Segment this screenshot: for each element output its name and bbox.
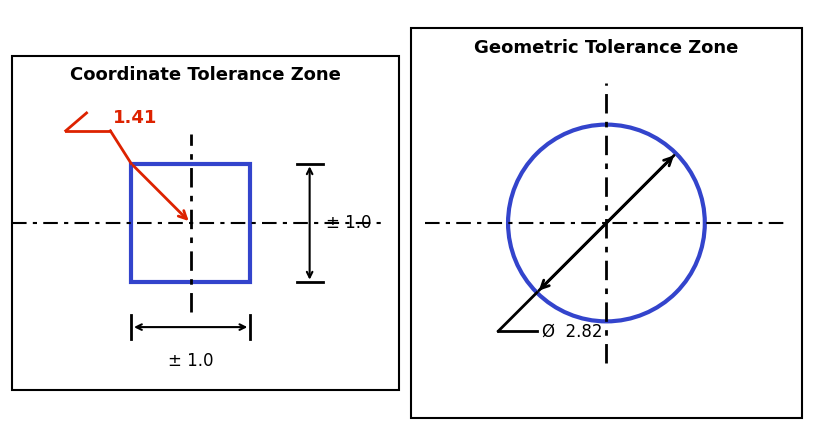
Bar [12,57,399,389]
Text: ± 1.0: ± 1.0 [326,214,372,232]
Text: Coordinate Tolerance Zone: Coordinate Tolerance Zone [70,66,341,84]
Text: Ø  2.82: Ø 2.82 [541,322,602,340]
Bar [131,164,250,282]
Text: Geometric Tolerance Zone: Geometric Tolerance Zone [475,39,738,58]
Bar [411,28,802,418]
Text: 1.41: 1.41 [113,109,158,127]
Text: ± 1.0: ± 1.0 [168,352,213,370]
